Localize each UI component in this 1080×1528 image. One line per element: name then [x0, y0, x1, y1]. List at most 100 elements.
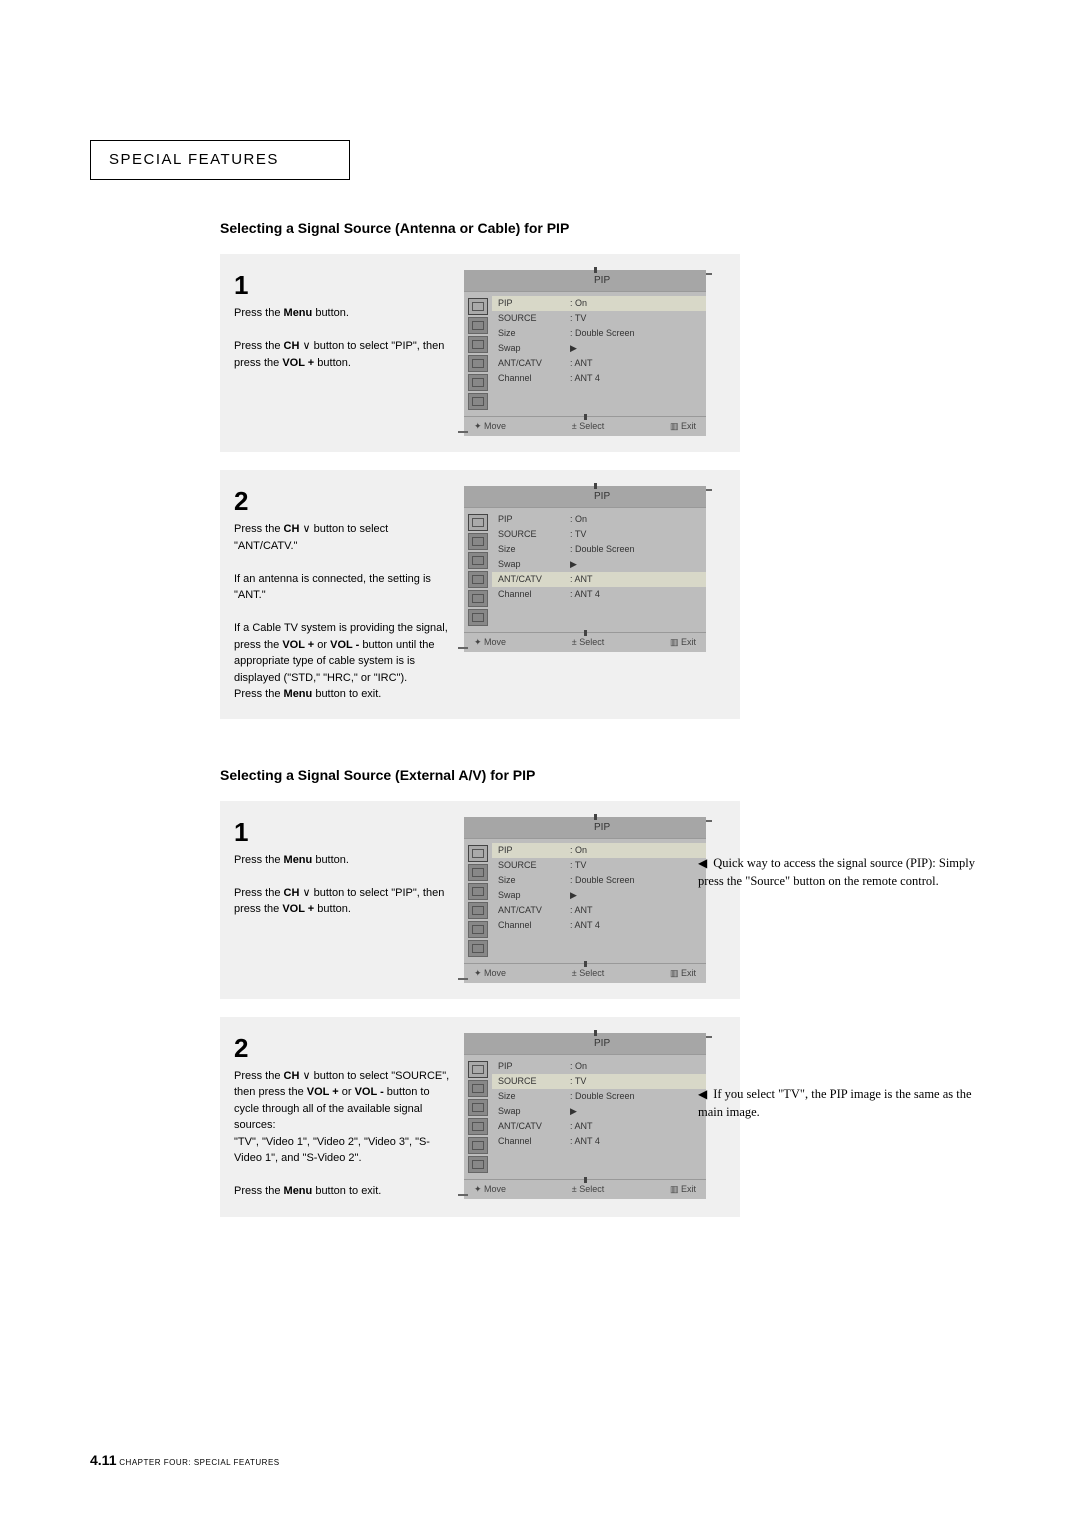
- menu-items: PIP : On SOURCE : TV Size : Double Scree…: [492, 1055, 706, 1179]
- menu-row-label: SOURCE: [498, 311, 570, 326]
- menu-body: PIP : On SOURCE : TV Size : Double Scree…: [464, 292, 706, 416]
- menu-footer-select: ± Select: [572, 421, 604, 432]
- menu-row: ANT/CATV : ANT: [492, 356, 706, 371]
- menu-row-label: Swap: [498, 557, 570, 572]
- step-left-column: 2 Press the CH ∨ button to select "SOURC…: [234, 1033, 454, 1200]
- menu-row-value: : On: [570, 843, 700, 858]
- menu-row-label: SOURCE: [498, 1074, 570, 1089]
- menu-row-value: : Double Screen: [570, 326, 700, 341]
- menu-row-value: : ANT: [570, 356, 700, 371]
- menu-footer-exit: ▥ Exit: [670, 637, 696, 648]
- menu-row: SOURCE : TV: [492, 1074, 706, 1089]
- menu-items: PIP : On SOURCE : TV Size : Double Scree…: [492, 839, 706, 963]
- section-header-text: SPECIAL FEATURES: [109, 151, 279, 168]
- menu-row: ANT/CATV : ANT: [492, 572, 706, 587]
- subsection-title-b: Selecting a Signal Source (External A/V)…: [220, 767, 990, 783]
- menu-body: PIP : On SOURCE : TV Size : Double Scree…: [464, 839, 706, 963]
- menu-sidebar-icon: [468, 1156, 488, 1173]
- menu-row-label: PIP: [498, 296, 570, 311]
- menu-row: SOURCE : TV: [492, 527, 706, 542]
- menu-sidebar-icon: [468, 609, 488, 626]
- menu-sidebar-icon: [468, 514, 488, 531]
- side-note-1: ◀Quick way to access the signal source (…: [698, 855, 988, 890]
- menu-sidebar-icon: [468, 1080, 488, 1097]
- menu-sidebar-icon: [468, 571, 488, 588]
- menu-sidebar-icon: [468, 552, 488, 569]
- menu-row: Swap ▶: [492, 341, 706, 356]
- menu-title-bar: PIP: [464, 270, 706, 292]
- step-block: 2 Press the CH ∨ button to select "ANT/C…: [220, 470, 740, 719]
- step-block: 2 Press the CH ∨ button to select "SOURC…: [220, 1017, 740, 1217]
- menu-row-label: PIP: [498, 512, 570, 527]
- menu-row-value: : Double Screen: [570, 873, 700, 888]
- left-arrow-icon: ◀: [698, 855, 707, 872]
- menu-footer-move: ✦ Move: [474, 637, 506, 648]
- menu-row-value: ▶: [570, 557, 700, 572]
- menu-icon-column: [464, 839, 492, 963]
- menu-items: PIP : On SOURCE : TV Size : Double Scree…: [492, 508, 706, 632]
- menu-row-value: : TV: [570, 311, 700, 326]
- menu-corner-decoration: [458, 647, 468, 649]
- menu-sidebar-icon: [468, 590, 488, 607]
- footer-text: CHAPTER FOUR: SPECIAL FEATURES: [119, 1458, 279, 1467]
- step-number: 1: [234, 817, 454, 848]
- menu-row-label: Size: [498, 1089, 570, 1104]
- menu-row: Swap ▶: [492, 888, 706, 903]
- menu-sidebar-icon: [468, 298, 488, 315]
- menu-row-label: SOURCE: [498, 858, 570, 873]
- menu-row-label: Channel: [498, 918, 570, 933]
- step-left-column: 1 Press the Menu button.Press the CH ∨ b…: [234, 817, 454, 918]
- menu-row: Swap ▶: [492, 557, 706, 572]
- step-number: 2: [234, 1033, 454, 1064]
- left-arrow-icon: ◀: [698, 1086, 707, 1103]
- menu-row: Channel : ANT 4: [492, 1134, 706, 1149]
- menu-corner-decoration: [458, 1194, 468, 1196]
- menu-row-label: ANT/CATV: [498, 572, 570, 587]
- menu-body: PIP : On SOURCE : TV Size : Double Scree…: [464, 1055, 706, 1179]
- menu-footer-move: ✦ Move: [474, 968, 506, 979]
- menu-title: PIP: [594, 1038, 610, 1049]
- menu-row: Swap ▶: [492, 1104, 706, 1119]
- menu-footer-select: ± Select: [572, 637, 604, 648]
- side-note-1-text: Quick way to access the signal source (P…: [698, 856, 975, 888]
- step-block: 1 Press the Menu button.Press the CH ∨ b…: [220, 801, 740, 999]
- menu-title-bar: PIP: [464, 1033, 706, 1055]
- step-text: Press the Menu button.Press the CH ∨ but…: [234, 305, 454, 371]
- osd-menu-box: PIP PIP : On SOURCE : TV Size : Double S…: [464, 270, 706, 436]
- menu-row-label: Size: [498, 873, 570, 888]
- menu-row: ANT/CATV : ANT: [492, 903, 706, 918]
- menu-icon-column: [464, 508, 492, 632]
- menu-footer-select: ± Select: [572, 968, 604, 979]
- menu-footer-exit: ▥ Exit: [670, 1184, 696, 1195]
- menu-row-value: : Double Screen: [570, 1089, 700, 1104]
- menu-row: Channel : ANT 4: [492, 918, 706, 933]
- menu-title-bar: PIP: [464, 817, 706, 839]
- side-note-2: ◀If you select "TV", the PIP image is th…: [698, 1086, 988, 1121]
- menu-sidebar-icon: [468, 1099, 488, 1116]
- menu-row-label: PIP: [498, 843, 570, 858]
- menu-row-value: ▶: [570, 341, 700, 356]
- menu-row-label: ANT/CATV: [498, 1119, 570, 1134]
- menu-row-value: : TV: [570, 1074, 700, 1089]
- menu-footer-move: ✦ Move: [474, 421, 506, 432]
- step-block: 1 Press the Menu button.Press the CH ∨ b…: [220, 254, 740, 452]
- menu-row-label: ANT/CATV: [498, 903, 570, 918]
- menu-sidebar-icon: [468, 533, 488, 550]
- menu-row-value: : TV: [570, 527, 700, 542]
- menu-row: Channel : ANT 4: [492, 371, 706, 386]
- menu-row-value: : ANT: [570, 903, 700, 918]
- menu-row: Size : Double Screen: [492, 873, 706, 888]
- menu-sidebar-icon: [468, 336, 488, 353]
- menu-row: Size : Double Screen: [492, 1089, 706, 1104]
- menu-title: PIP: [594, 275, 610, 286]
- menu-sidebar-icon: [468, 902, 488, 919]
- menu-row-label: ANT/CATV: [498, 356, 570, 371]
- menu-row-label: Channel: [498, 587, 570, 602]
- menu-title: PIP: [594, 491, 610, 502]
- section-header-box: SPECIAL FEATURES: [90, 140, 350, 180]
- osd-menu-box: PIP PIP : On SOURCE : TV Size : Double S…: [464, 1033, 706, 1199]
- menu-row: SOURCE : TV: [492, 311, 706, 326]
- menu-items: PIP : On SOURCE : TV Size : Double Scree…: [492, 292, 706, 416]
- menu-row-label: Swap: [498, 1104, 570, 1119]
- menu-footer: ✦ Move ± Select ▥ Exit: [464, 416, 706, 436]
